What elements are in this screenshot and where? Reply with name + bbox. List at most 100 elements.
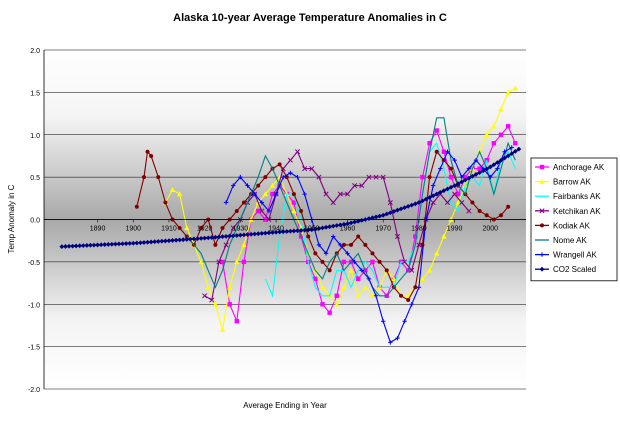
data-point [298, 228, 304, 233]
data-point [220, 259, 225, 265]
series-layer [59, 85, 522, 345]
data-point [459, 199, 465, 206]
data-point [395, 335, 400, 341]
data-point [270, 230, 275, 235]
data-point [452, 191, 458, 197]
data-point [495, 160, 500, 165]
data-point [445, 186, 450, 192]
data-point [355, 293, 361, 298]
data-point [412, 201, 418, 207]
data-point [219, 326, 226, 332]
data-point [373, 293, 379, 298]
data-point [420, 174, 425, 180]
data-point [116, 241, 122, 247]
data-point [241, 242, 247, 248]
data-point [234, 319, 239, 324]
data-point [284, 229, 290, 234]
data-point [441, 188, 447, 194]
data-point [362, 284, 369, 290]
data-point [377, 259, 382, 264]
data-point [473, 157, 479, 163]
data-point [234, 209, 239, 214]
data-point [223, 233, 229, 239]
data-point [205, 284, 211, 290]
data-point [505, 153, 511, 159]
data-point [80, 243, 86, 249]
data-point [259, 230, 265, 236]
data-point [177, 225, 182, 230]
data-point [291, 200, 297, 205]
legend-marker [539, 208, 545, 214]
data-point [273, 229, 279, 235]
data-point [406, 298, 411, 303]
data-point [462, 177, 468, 183]
data-point [180, 237, 186, 243]
data-point [113, 241, 118, 247]
data-point [495, 166, 500, 171]
data-point [413, 285, 418, 290]
data-point [391, 276, 397, 282]
data-point [352, 219, 358, 225]
data-point [359, 268, 364, 273]
data-point [223, 242, 229, 248]
data-point [309, 166, 315, 172]
legend-label: Ketchikan AK [553, 207, 601, 216]
data-point [195, 236, 200, 242]
data-point [141, 240, 147, 245]
data-point [323, 251, 329, 256]
series-line [186, 117, 516, 297]
data-point [198, 235, 204, 241]
x-tick-label: 1930 [233, 226, 249, 233]
data-point [77, 243, 83, 249]
data-point [156, 175, 161, 180]
data-point [413, 234, 418, 239]
series-fairbanks-ak [264, 142, 516, 298]
data-point [148, 239, 154, 245]
data-point [337, 191, 343, 197]
data-point [295, 174, 300, 180]
data-point [444, 199, 451, 206]
data-point [169, 187, 176, 193]
data-point [98, 242, 104, 248]
data-point [477, 209, 482, 214]
data-point [234, 233, 240, 238]
y-tick-label: 0.0 [30, 218, 40, 225]
y-tick-label: -0.5 [28, 260, 40, 267]
data-point [270, 191, 275, 197]
data-point [73, 243, 79, 249]
data-point [306, 234, 311, 239]
data-point [498, 132, 504, 137]
legend-marker [539, 164, 545, 170]
data-point [209, 235, 215, 240]
legend-item: Fairbanks AK [535, 192, 601, 201]
data-point [399, 293, 404, 298]
data-point [191, 236, 197, 242]
data-point [252, 231, 258, 237]
legend-item: Wrangell AK [535, 251, 598, 260]
legend-marker [540, 223, 544, 228]
data-point [319, 284, 326, 290]
data-point [331, 234, 336, 239]
data-point [248, 231, 254, 237]
data-point [316, 174, 322, 180]
data-point [226, 284, 233, 290]
data-point [512, 148, 518, 154]
data-point [509, 151, 515, 157]
data-point [359, 183, 365, 189]
data-point [349, 242, 354, 247]
data-point [252, 191, 257, 197]
data-point [344, 191, 351, 197]
legend-marker [539, 266, 545, 272]
data-point [184, 225, 190, 231]
data-point [416, 285, 422, 290]
legend-item: CO2 Scaled [535, 265, 596, 274]
data-point [437, 189, 443, 195]
data-point [338, 242, 343, 248]
data-point [345, 221, 350, 227]
data-point [302, 191, 307, 197]
data-point [177, 237, 183, 243]
data-point [162, 238, 168, 244]
data-point [312, 226, 318, 232]
data-point [488, 174, 493, 180]
